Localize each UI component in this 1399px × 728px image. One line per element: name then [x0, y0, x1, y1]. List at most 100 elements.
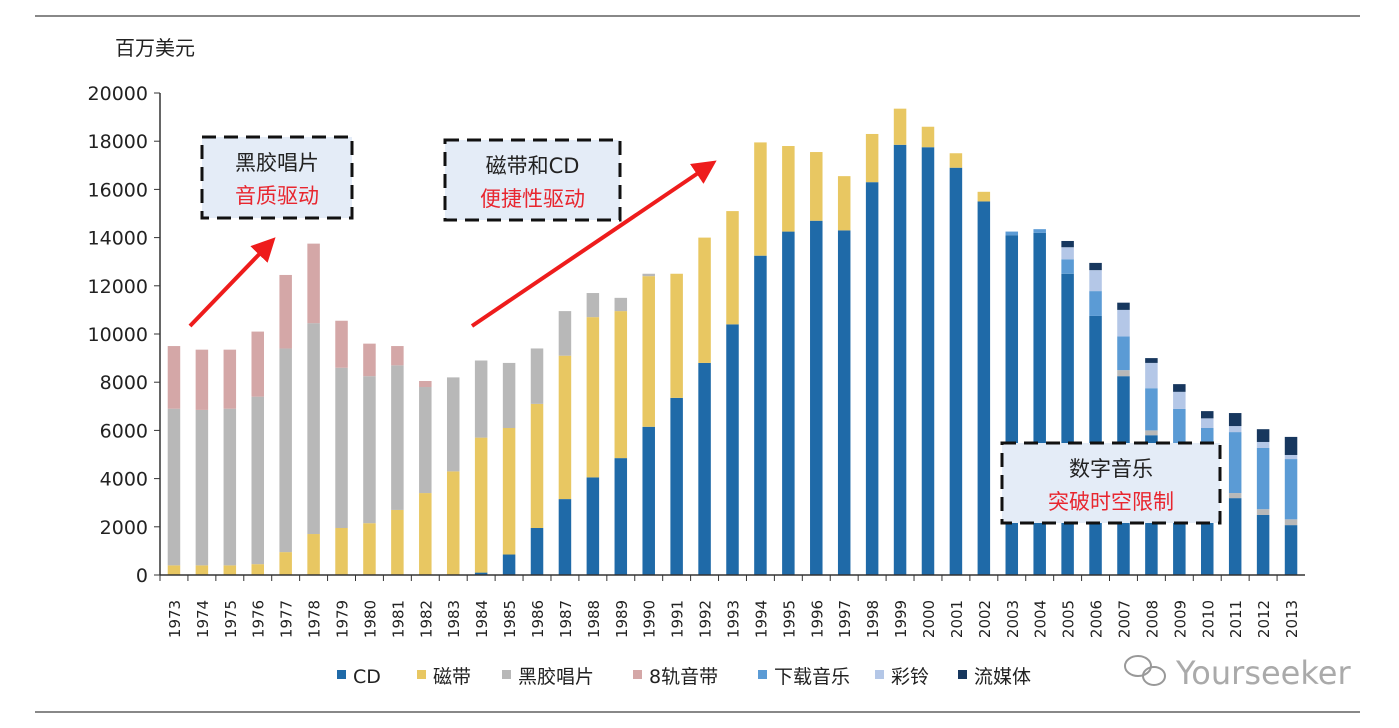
bar-segment-1973-磁带	[167, 565, 181, 575]
bar-segment-2003-下载音乐	[1005, 231, 1019, 236]
x-tick-label: 1989	[613, 600, 631, 638]
bar-segment-1986-黑胶唱片	[530, 348, 544, 404]
legend-swatch	[502, 670, 511, 679]
bar-segment-2005-流媒体	[1061, 240, 1074, 248]
annotation-title: 磁带和CD	[486, 154, 580, 178]
legend-label: 黑胶唱片	[518, 666, 594, 688]
bar-segment-1973-8轨音带	[167, 346, 181, 409]
x-tick-label: 1981	[389, 600, 407, 638]
x-tick-label: 1998	[864, 600, 882, 638]
bar-segment-1988-黑胶唱片	[586, 293, 600, 318]
bar-segment-1978-8轨音带	[307, 243, 320, 324]
bar-segment-2013-彩铃	[1284, 454, 1298, 460]
bar-segment-2008-流媒体	[1145, 358, 1158, 363]
x-tick-label: 1986	[529, 600, 547, 638]
x-tick-label: 1983	[445, 600, 463, 638]
y-axis-unit: 百万美元	[115, 36, 195, 60]
bar-segment-1997-磁带	[837, 176, 851, 231]
bar-segment-2011-黑胶唱片	[1228, 493, 1242, 499]
x-tick-label: 2012	[1255, 600, 1273, 638]
legend-item-彩铃: 彩铃	[875, 666, 929, 688]
x-tick-label: 1977	[278, 600, 296, 638]
bar-segment-1982-磁带	[419, 493, 432, 575]
bar-segment-1980-黑胶唱片	[363, 376, 376, 524]
legend-swatch	[875, 670, 884, 679]
bar-segment-1974-8轨音带	[195, 349, 209, 410]
bar-segment-1988-磁带	[586, 317, 600, 478]
bar-segment-1997-CD	[837, 230, 851, 575]
bar-segment-1979-磁带	[335, 528, 348, 575]
bar-segment-1977-8轨音带	[279, 274, 292, 349]
bar-segment-1988-CD	[586, 477, 600, 575]
bar-segment-1989-磁带	[614, 311, 628, 459]
bar-segment-1984-黑胶唱片	[474, 360, 488, 438]
bar-segment-1991-磁带	[670, 273, 683, 398]
x-tick-label: 2007	[1115, 600, 1133, 638]
annotation-subtitle: 便捷性驱动	[480, 187, 585, 211]
bar-segment-1981-磁带	[391, 509, 404, 575]
bar-segment-1986-磁带	[530, 403, 544, 529]
x-tick-label: 1975	[222, 600, 240, 638]
legend-item-8轨音带: 8轨音带	[633, 666, 718, 688]
x-tick-label: 2008	[1143, 600, 1161, 638]
x-tick-label: 2006	[1088, 600, 1106, 638]
bar-segment-2007-黑胶唱片	[1117, 370, 1130, 377]
bar-segment-1975-磁带	[223, 565, 237, 575]
bar-segment-1986-CD	[530, 528, 544, 575]
x-tick-label: 1988	[585, 600, 603, 638]
bar-segment-2001-磁带	[949, 153, 963, 168]
bar-segment-2010-流媒体	[1201, 411, 1214, 419]
bar-segment-1990-黑胶唱片	[642, 273, 655, 277]
watermark: Yourseeker	[1124, 654, 1351, 692]
bar-segment-2012-彩铃	[1256, 441, 1270, 448]
x-tick-label: 2003	[1004, 600, 1022, 638]
bar-segment-1981-黑胶唱片	[391, 365, 404, 510]
y-tick-label: 20000	[88, 83, 148, 105]
bar-segment-2013-下载音乐	[1284, 459, 1298, 520]
bar-segment-1987-磁带	[558, 355, 572, 500]
bar-segment-2008-黑胶唱片	[1145, 430, 1158, 436]
bar-segment-1978-黑胶唱片	[307, 323, 320, 535]
bar-segment-2002-磁带	[977, 191, 991, 202]
bar-segment-1999-CD	[893, 144, 907, 575]
bar-segment-1987-黑胶唱片	[558, 311, 572, 356]
bar-segment-1983-黑胶唱片	[446, 377, 460, 472]
annotation-title: 数字音乐	[1069, 457, 1153, 481]
bar-segment-2005-CD	[1061, 273, 1074, 575]
y-tick-label: 0	[136, 565, 148, 587]
bar-segment-1977-磁带	[279, 552, 292, 575]
annotation-box: 磁带和CD 便捷性驱动	[443, 138, 622, 222]
x-tick-label: 2002	[976, 600, 994, 638]
bar-segment-2009-流媒体	[1173, 384, 1186, 392]
bar-segment-1976-磁带	[251, 564, 264, 575]
bar-segment-1980-8轨音带	[363, 343, 376, 377]
x-tick-label: 2005	[1060, 600, 1078, 638]
bar-segment-1983-磁带	[446, 471, 460, 575]
bar-segment-2009-彩铃	[1173, 391, 1186, 409]
bar-segment-2002-CD	[977, 201, 991, 575]
bar-segment-1981-8轨音带	[391, 346, 404, 366]
bar-segment-2012-下载音乐	[1256, 447, 1270, 510]
legend-label: 彩铃	[891, 666, 929, 688]
y-tick-label: 6000	[100, 420, 148, 442]
x-tick-label: 2011	[1227, 600, 1245, 638]
legend-label: 下载音乐	[774, 666, 850, 688]
bar-segment-1990-磁带	[642, 276, 655, 427]
bar-segment-1985-磁带	[502, 427, 516, 555]
bar-segment-1992-CD	[698, 362, 711, 575]
bar-segment-2010-彩铃	[1201, 418, 1214, 428]
bar-segment-1985-黑胶唱片	[502, 362, 516, 428]
legend-swatch	[633, 670, 642, 679]
bar-segment-1973-黑胶唱片	[167, 408, 181, 566]
x-tick-label: 2009	[1171, 600, 1189, 638]
bar-segment-2011-流媒体	[1228, 413, 1242, 427]
bar-segment-1994-磁带	[754, 142, 767, 256]
legend-label: 流媒体	[974, 666, 1031, 688]
y-tick-label: 2000	[100, 517, 148, 539]
legend-label: 磁带	[433, 666, 471, 688]
x-tick-label: 1973	[166, 600, 184, 638]
legend-swatch	[337, 670, 346, 679]
bar-segment-1974-黑胶唱片	[195, 409, 209, 566]
